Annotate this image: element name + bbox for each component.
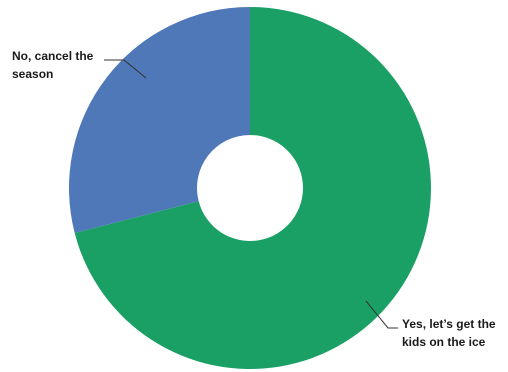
labels-group: Yes, let’s get the kids on the ice No, can… xyxy=(12,49,496,349)
leader-line-1 xyxy=(104,59,147,79)
slice-label-0-line-1: kids on the ice xyxy=(402,335,486,349)
slice-label-1-line-1: season xyxy=(12,67,53,81)
slice-0 xyxy=(74,7,432,369)
slice-label-0: Yes, let’s get the kids on the ice xyxy=(402,317,496,349)
slice-1 xyxy=(68,7,250,234)
leader-line-0 xyxy=(365,300,398,329)
slice-label-1: No, cancel the season xyxy=(12,49,94,81)
slices-group xyxy=(68,7,432,369)
slice-label-0-line-0: Yes, let’s get the xyxy=(402,317,496,331)
slice-label-1-line-0: No, cancel the xyxy=(12,49,94,63)
